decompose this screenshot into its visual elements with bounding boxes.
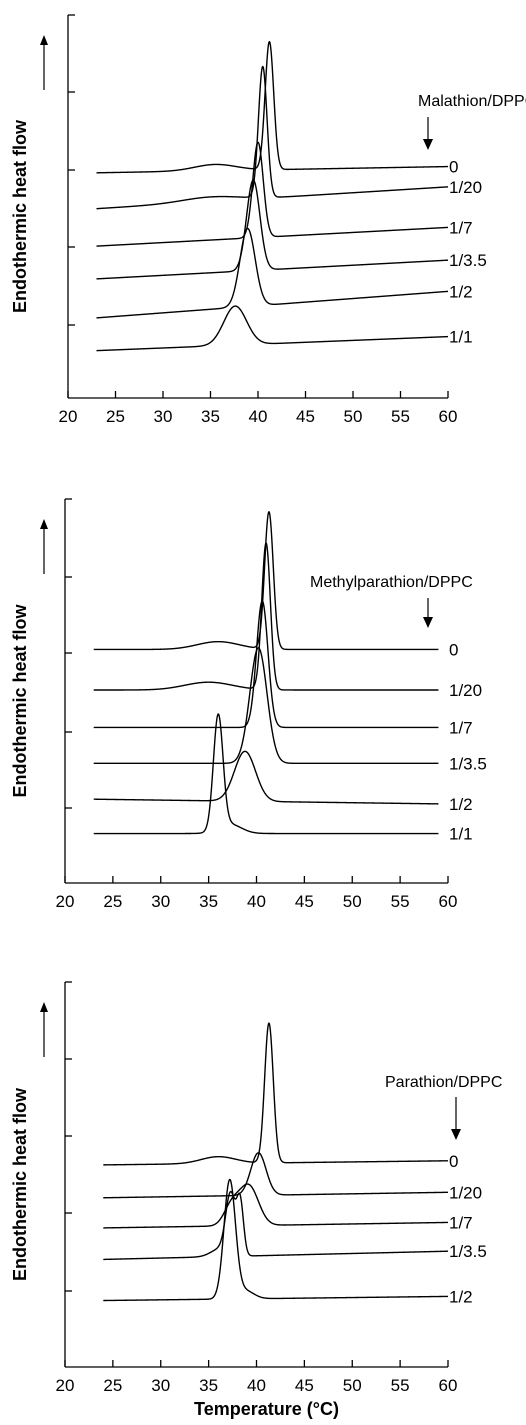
panel3-curve-label-1: 0 [449,1152,458,1171]
panel1-x-tick-label-35: 35 [201,407,220,426]
panel3-curve-label-5: 1/2 [449,1287,473,1306]
panel1-curve-4 [96,179,449,280]
panel1-curve-label-5: 1/2 [449,282,473,301]
panel1-curve-5 [96,227,449,319]
panel1-x-tick-label-55: 55 [391,407,410,426]
panel1-x-tick-label-20: 20 [59,407,78,426]
panel1-x-tick-label-40: 40 [249,407,268,426]
panel3-curve-1 [103,1022,449,1166]
panel3-x-tick-label-45: 45 [295,1376,314,1395]
panel3-curve-label-4: 1/3.5 [449,1242,487,1261]
panel3-x-tick-label-40: 40 [247,1376,266,1395]
panel2-x-tick-label-55: 55 [391,892,410,911]
panel2-y-axis-label: Endothermic heat flow [10,604,30,798]
panel1-x-tick-label-50: 50 [344,407,363,426]
panel2-curve-label-3: 1/7 [449,718,473,737]
panel3-curve-label-3: 1/7 [449,1213,473,1232]
panel2-x-tick-label-50: 50 [343,892,362,911]
panel2-x-tick-label-40: 40 [247,892,266,911]
panel1-up-arrow-icon [40,35,48,45]
panel2-curve-3 [93,600,439,729]
panel3-x-tick-label-20: 20 [56,1376,75,1395]
panel2-x-tick-label-45: 45 [295,892,314,911]
panel3-curve-label-2: 1/20 [449,1183,482,1202]
panel3-curve-3 [103,1183,449,1229]
panel1-curve-label-2: 1/20 [449,178,482,197]
panel3-down-arrow-icon [451,1129,461,1140]
panel1-y-axis-label: Endothermic heat flow [10,119,30,313]
panel2-curve-5 [93,750,439,805]
panel2-down-arrow-icon [423,617,433,628]
panel3-curve-2 [103,1152,449,1199]
panel1-legend-title: Malathion/DPPC [418,93,526,110]
panel2-x-tick-label-25: 25 [103,892,122,911]
panel2-curve-label-2: 1/20 [449,681,482,700]
panel1-curve-3 [96,141,449,247]
panel3-x-tick-label-50: 50 [343,1376,362,1395]
panel1-x-tick-label-45: 45 [296,407,315,426]
panel2-x-tick-label-60: 60 [439,892,458,911]
panel1-x-tick-label-30: 30 [154,407,173,426]
panel3-x-tick-label-25: 25 [103,1376,122,1395]
panel3-x-tick-label-55: 55 [391,1376,410,1395]
panel1-curve-1 [96,40,449,174]
panel1-curve-label-4: 1/3.5 [449,251,487,270]
panel1-curve-label-1: 0 [449,158,458,177]
panel2-x-tick-label-20: 20 [56,892,75,911]
panel1-x-tick-label-25: 25 [106,407,125,426]
panel2-curve-label-4: 1/3.5 [449,754,487,773]
panel2-curve-label-5: 1/2 [449,795,473,814]
panel3-curve-5 [103,1178,449,1302]
panel3-up-arrow-icon [40,1002,48,1012]
panel2-up-arrow-icon [40,519,48,529]
panel3-x-tick-label-30: 30 [151,1376,170,1395]
panel1-curve-2 [96,65,449,210]
panel2-legend-title: Methylparathion/DPPC [310,574,473,591]
panel2-curve-label-1: 0 [449,640,458,659]
panel2-curve-6 [93,713,439,835]
panel3-curve-4 [103,1190,449,1261]
panel3-x-axis-label: Temperature (°C) [194,1399,339,1419]
panel3-x-tick-label-60: 60 [439,1376,458,1395]
panel1-curve-6 [96,305,449,352]
panel2-curve-4 [93,647,439,765]
panel2-curve-label-6: 1/1 [449,825,473,844]
panel1-curve-label-3: 1/7 [449,218,473,237]
panel2-x-tick-label-35: 35 [199,892,218,911]
panel1-curve-label-6: 1/1 [449,328,473,347]
panel3-y-axis-label: Endothermic heat flow [10,1087,30,1281]
panel2-curve-1 [93,511,439,651]
panel2-curve-2 [93,542,439,691]
panel3-x-tick-label-35: 35 [199,1376,218,1395]
panel1-x-tick-label-60: 60 [439,407,458,426]
panel1-down-arrow-icon [423,139,433,150]
panel3-legend-title: Parathion/DPPC [385,1074,502,1091]
panel2-x-tick-label-30: 30 [151,892,170,911]
